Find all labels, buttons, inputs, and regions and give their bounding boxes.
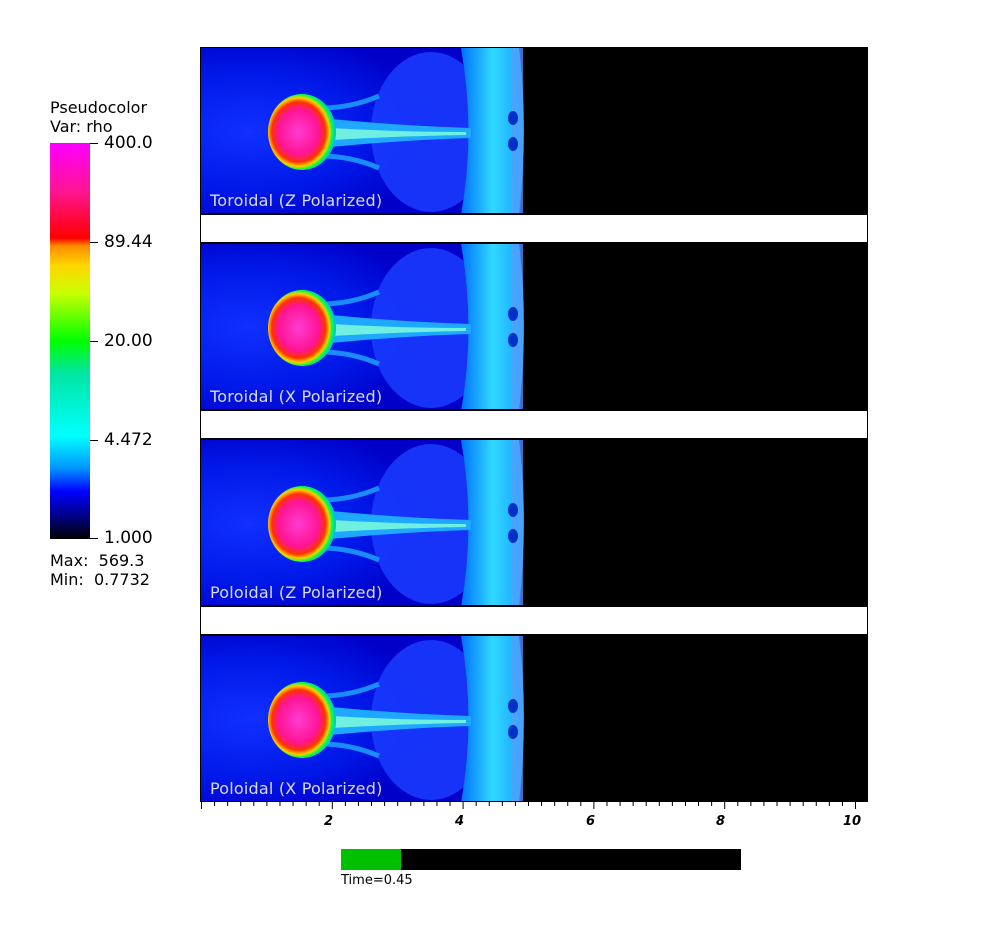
simulation-panel-2: Toroidal (X Polarized) — [200, 243, 868, 410]
time-progress-fill — [341, 849, 401, 870]
time-label: Time=0.45 — [341, 873, 413, 888]
colorbar-tick — [90, 242, 98, 243]
colorbar-tick-label: 20.00 — [104, 331, 153, 351]
panel-separator — [200, 214, 868, 243]
simulation-panel-4: Poloidal (X Polarized) — [200, 635, 868, 802]
panel-separator — [200, 410, 868, 439]
x-axis-line — [200, 801, 868, 802]
x-axis-tick-label: 4 — [455, 814, 465, 829]
density-field-image — [201, 440, 868, 606]
x-axis-tick-label: 10 — [843, 814, 862, 829]
colorbar-tick — [90, 341, 98, 342]
legend-title-variable: Var: rho — [50, 117, 113, 136]
legend-title: Pseudocolor Var: rho — [50, 98, 147, 136]
panel-caption: Poloidal (X Polarized) — [210, 779, 383, 798]
x-axis-tick-label: 6 — [586, 814, 596, 829]
panel-caption: Toroidal (X Polarized) — [210, 387, 383, 406]
panel-caption: Toroidal (Z Polarized) — [210, 191, 383, 210]
colorbar-tick-label: 400.0 — [104, 133, 153, 153]
colorbar-tick — [90, 143, 98, 144]
density-field-image — [201, 636, 868, 802]
time-progress-bar — [341, 849, 741, 870]
panel-caption: Poloidal (Z Polarized) — [210, 583, 383, 602]
x-axis-ticks — [201, 801, 856, 809]
legend-title-plot-type: Pseudocolor — [50, 98, 148, 117]
colorbar-tick-label: 1.000 — [104, 528, 153, 548]
density-field-image — [201, 48, 868, 214]
legend-stats: Max: 569.3 Min: 0.7732 — [50, 551, 150, 589]
x-axis-tick-label: 8 — [716, 814, 726, 829]
density-field-image — [201, 244, 868, 410]
panel-separator — [200, 606, 868, 635]
legend-min: Min: 0.7732 — [50, 570, 150, 589]
x-axis-tick-label: 2 — [324, 814, 334, 829]
legend-max: Max: 569.3 — [50, 551, 145, 570]
colorbar-tick — [90, 440, 98, 441]
colorbar-tick-label: 89.44 — [104, 232, 153, 252]
simulation-panel-3: Poloidal (Z Polarized) — [200, 439, 868, 606]
simulation-panel-1: Toroidal (Z Polarized) — [200, 47, 868, 214]
colorbar-tick-label: 4.472 — [104, 430, 153, 450]
colorbar — [50, 143, 90, 539]
colorbar-tick — [90, 538, 98, 539]
